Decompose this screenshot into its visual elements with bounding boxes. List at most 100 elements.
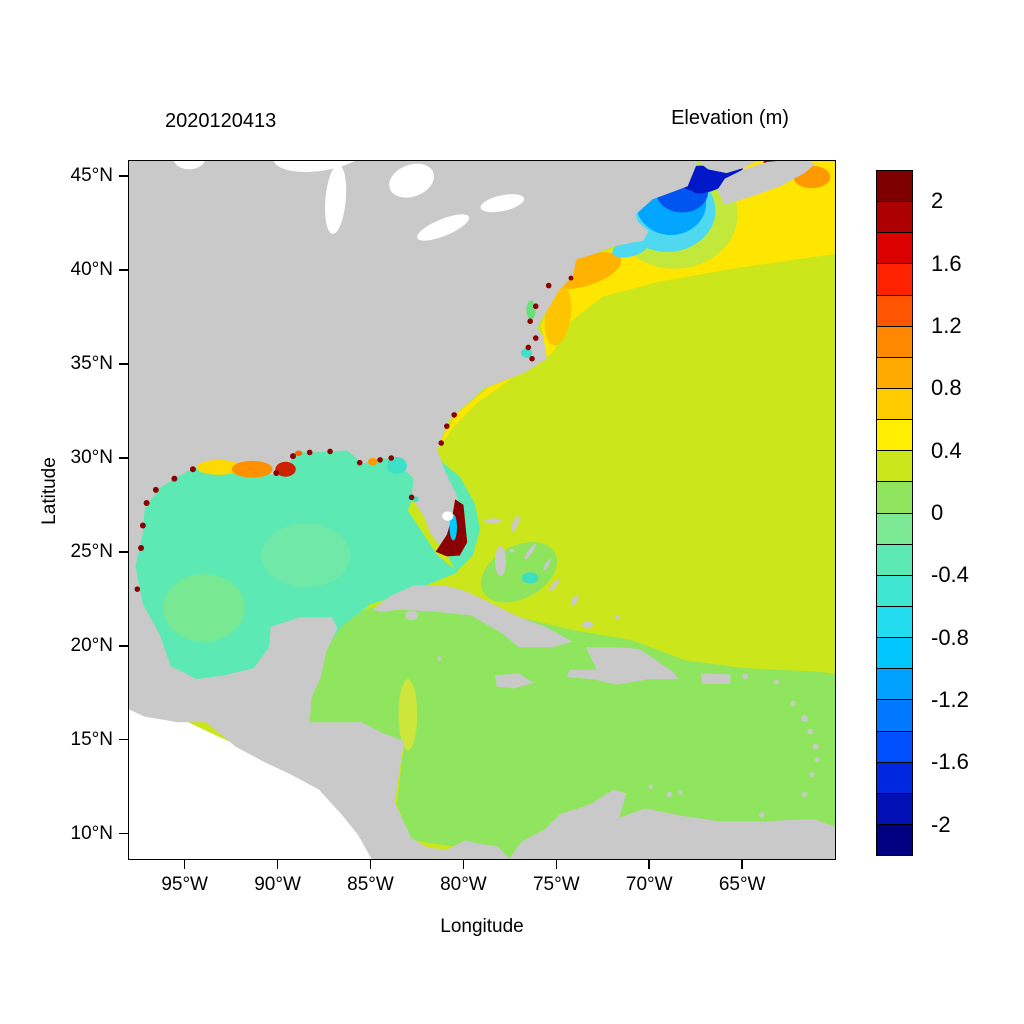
lake-okeechobee	[442, 511, 454, 521]
isla-juventud-island	[405, 610, 419, 621]
colorbar-tick-label: 0.8	[931, 375, 962, 401]
virgin-islands	[742, 673, 748, 680]
y-tickmark	[119, 269, 128, 271]
colorbar-segment	[877, 824, 912, 856]
abaco-island	[511, 515, 520, 532]
map-plot-area	[128, 160, 836, 860]
y-tickmark	[119, 738, 128, 741]
x-tickmark	[648, 860, 650, 869]
st-vincent-island	[809, 772, 815, 778]
x-tickmark	[555, 860, 558, 869]
new-providence-island	[508, 548, 515, 553]
colorbar-segment	[877, 326, 912, 358]
aruba-island	[648, 784, 653, 790]
x-tick-label: 80°W	[440, 874, 487, 895]
y-tickmark	[119, 363, 128, 365]
x-tick-label: 95°W	[161, 874, 208, 895]
colorbar-tick-label: 2	[931, 188, 944, 214]
colorbar-tick-label: -1.2	[931, 687, 969, 713]
guadeloupe-island	[801, 715, 808, 722]
colorbar-segment	[877, 233, 912, 265]
y-tickmark	[119, 175, 128, 177]
colorbar-segment	[877, 669, 912, 701]
acklins-island	[570, 595, 579, 606]
elevation-map-canvas	[129, 161, 835, 859]
y-tick-label: 40°N	[70, 258, 113, 280]
y-tick-label: 35°N	[70, 352, 113, 374]
north-america-landmass	[129, 161, 699, 859]
colorbar-segment	[877, 513, 912, 545]
lake-huron	[389, 163, 435, 198]
colorbar-segment	[877, 388, 912, 421]
grenada-island	[801, 791, 808, 797]
curacao-island	[666, 791, 672, 797]
lake-ontario	[480, 194, 525, 213]
colorbar-tick-label: -0.4	[931, 562, 969, 588]
new-brunswick-landmass	[697, 161, 757, 174]
pacific-nodata-layer	[129, 701, 374, 859]
colorbar-segment	[877, 202, 912, 234]
turks-island	[614, 615, 621, 620]
coastal-red-speckles	[134, 275, 574, 592]
y-tickmark	[119, 551, 128, 553]
colorbar-tick-label: 0	[931, 500, 944, 525]
st-martin-island	[774, 679, 780, 685]
colorbar-segment	[877, 793, 912, 825]
colorbar-segment	[877, 638, 912, 670]
cayman-island	[437, 656, 442, 661]
south-america-landmass	[509, 789, 835, 859]
colorbar-tick-label: -1.6	[931, 749, 969, 775]
x-tickmark	[462, 860, 465, 869]
colorbar-title: Elevation (m)	[671, 107, 789, 129]
y-tick-label: 45°N	[70, 164, 113, 186]
st-lucia-island	[814, 757, 820, 763]
colorbar	[876, 170, 913, 856]
y-tick-label: 30°N	[70, 446, 113, 468]
colorbar-tick-label: 1.2	[931, 312, 962, 338]
northern-lake	[173, 161, 205, 170]
y-tick-label: 25°N	[70, 540, 113, 562]
lake-michigan	[325, 164, 347, 234]
colorbar-segment	[877, 731, 912, 763]
colorbar-segment	[877, 171, 912, 203]
y-tick-label: 10°N	[70, 822, 113, 844]
plot-date-title: 2020120413	[165, 110, 277, 132]
jamaica-island	[494, 673, 534, 689]
andros-island	[494, 546, 507, 577]
colorbar-segment	[877, 544, 912, 576]
colorbar-segment	[877, 482, 912, 514]
colorbar-segment	[877, 700, 912, 732]
nova-scotia-landmass	[717, 161, 816, 206]
y-tick-label: 20°N	[70, 634, 113, 656]
land-layer	[129, 161, 835, 859]
coastal-surge-layer	[134, 275, 574, 592]
colorbar-segment	[877, 295, 912, 327]
colorbar-segment	[877, 451, 912, 483]
hispaniola-island	[567, 647, 679, 685]
cuba-island	[372, 585, 573, 648]
margarita-island	[759, 812, 765, 818]
colorbar-tick-label: 0.4	[931, 437, 962, 463]
colorbar-segment	[877, 606, 912, 639]
x-tickmark	[369, 860, 372, 869]
colorbar-tick-label: 1.6	[931, 250, 962, 276]
colorbar-segment	[877, 762, 912, 794]
antigua-island	[790, 700, 797, 707]
eleuthera-island	[524, 543, 536, 560]
dominica-island	[807, 728, 813, 735]
grand-bahama-island	[483, 518, 503, 524]
inagua-island	[582, 621, 594, 629]
colorbar-segment	[877, 357, 912, 389]
y-tickmark	[119, 645, 128, 647]
x-tickmark	[741, 860, 743, 869]
x-axis-label: Longitude	[440, 916, 524, 937]
y-tickmark	[119, 457, 128, 459]
colorbar-tick-label: -2	[931, 811, 951, 837]
y-tick-label: 15°N	[70, 728, 113, 750]
puerto-rico-island	[700, 673, 731, 684]
x-tick-label: 75°W	[532, 874, 580, 895]
x-tick-label: 65°W	[718, 874, 766, 895]
long-island-bahamas	[549, 579, 560, 592]
y-tickmark	[119, 832, 128, 835]
